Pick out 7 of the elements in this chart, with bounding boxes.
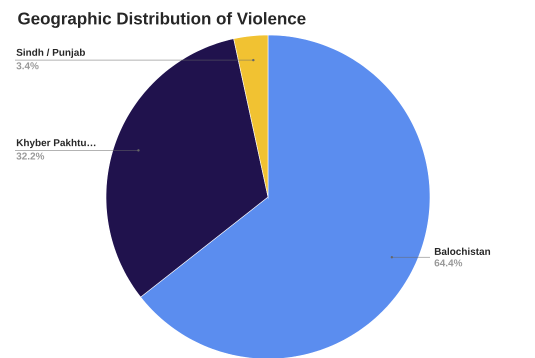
chart-title: Geographic Distribution of Violence [18,12,306,28]
slice-label: Khyber Pakhtu… [16,138,96,148]
data-label: 3.4% [16,62,39,70]
data-label: 64.4% [434,259,462,266]
slice-label: Sindh / Punjab [16,48,85,58]
data-label: 32.2% [16,152,44,160]
slice-label: Balochistan [434,248,490,255]
